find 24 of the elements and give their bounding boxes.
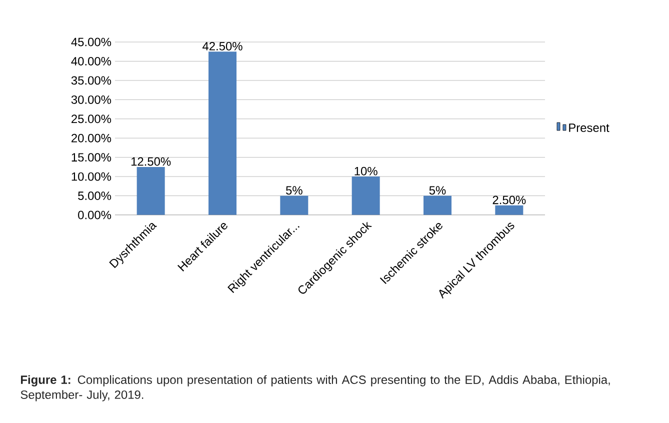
data-label: 5% (286, 186, 302, 195)
data-label: 42.50% (202, 42, 242, 50)
text: Figure 1: Complications upon presentation of patients with ACS presenting to the ED, Addis Ababa, Ethiopia, September- July, 2019. (20, 375, 610, 402)
data-label: 2.50% (492, 196, 526, 204)
legend-label: Present (569, 124, 610, 132)
y-tick-label: 20.00% (72, 134, 112, 142)
data-label: 5% (429, 186, 446, 195)
bar (424, 196, 452, 215)
bar (208, 52, 236, 215)
y-tick-label: 15.00% (72, 153, 112, 162)
y-tick-label: 35.00% (71, 76, 112, 85)
y-tick-label: 25.00% (72, 114, 112, 124)
y-tick-label: 30.00% (71, 95, 112, 104)
y-tick-label: 40.00% (71, 56, 112, 66)
bar (136, 166, 165, 215)
y-tick-label: 45.00% (71, 38, 112, 46)
y-tick-label: 5.00% (78, 192, 112, 200)
y-tick-label: 10.00% (72, 172, 112, 181)
data-label: 12.50% (131, 157, 171, 166)
bar (495, 205, 524, 215)
data-label: 10% (354, 166, 378, 176)
bar (352, 176, 380, 215)
y-tick-label: 0.00% (78, 210, 112, 220)
bar (280, 196, 308, 215)
